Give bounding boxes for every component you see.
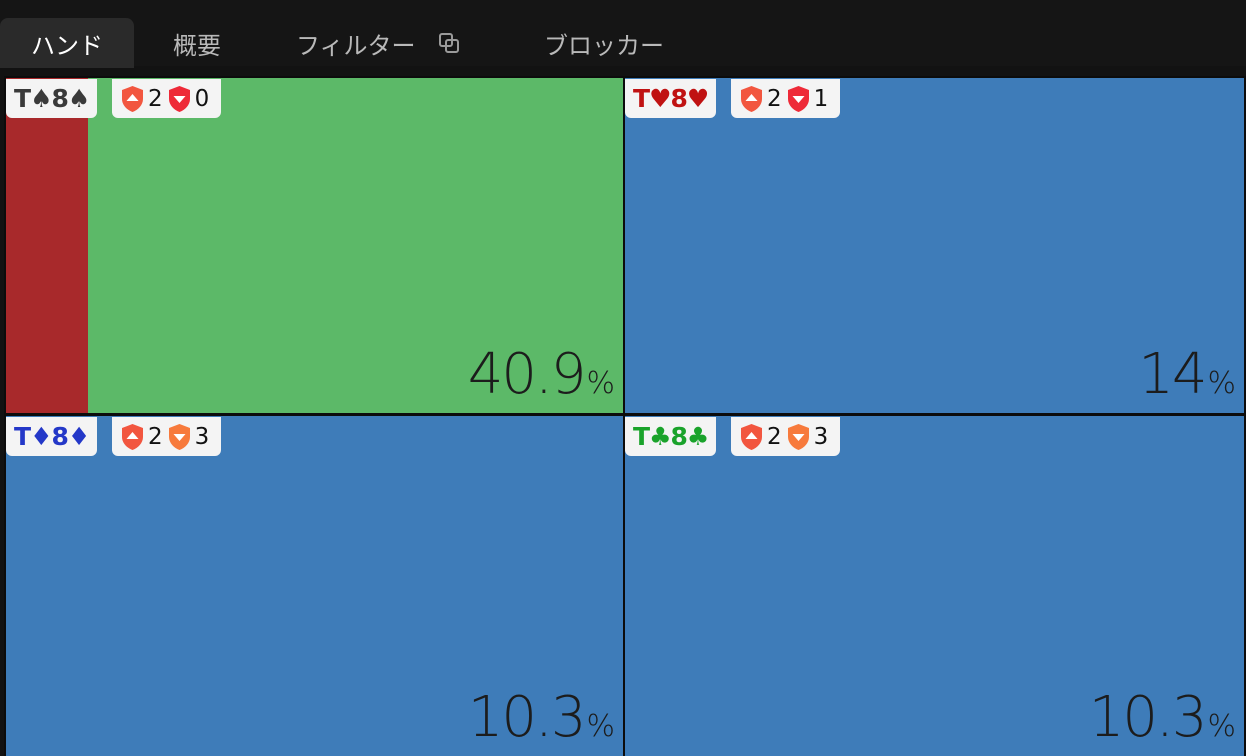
diamond-suit-icon: ♦	[30, 422, 52, 451]
heart-suit-icon: ♥	[649, 84, 671, 113]
rank-2: 8	[670, 84, 687, 113]
blockers-down-count: 3	[194, 423, 210, 450]
percent-value: 14	[1138, 342, 1207, 407]
blockers-up-count: 2	[767, 423, 782, 450]
percent-unit: %	[586, 366, 615, 401]
tab-filter[interactable]: フィルター	[296, 18, 460, 68]
rank-2: 8	[670, 422, 687, 451]
strategy-segment-blue	[6, 416, 623, 756]
rank-2: 8	[51, 422, 68, 451]
shield-up-icon	[120, 423, 145, 451]
percent-value: 40.9	[467, 342, 587, 407]
tab-blocker[interactable]: ブロッカー	[544, 18, 664, 68]
shield-up-icon	[739, 85, 764, 113]
rank-1: T	[633, 422, 650, 451]
blockers-up-count: 2	[767, 85, 782, 112]
diamond-suit-icon: ♦	[67, 422, 90, 451]
rank-2: 8	[51, 84, 68, 113]
tab-overview[interactable]: 概要	[173, 18, 221, 68]
blockers-down-count: 3	[813, 423, 829, 450]
percent-value: 10.3	[1088, 685, 1208, 750]
tab-hand[interactable]: ハンド	[0, 18, 134, 68]
shield-down-icon	[167, 423, 192, 451]
rank-1: T	[14, 422, 31, 451]
strategy-segment-red	[6, 78, 93, 413]
tab-filter-label: フィルター	[296, 31, 416, 60]
frequency-percent: 40.9%	[468, 342, 615, 407]
shield-up-icon	[739, 423, 764, 451]
percent-unit: %	[586, 709, 615, 744]
percent-unit: %	[1207, 366, 1236, 401]
strategy-segment-blue	[625, 416, 1244, 756]
copy-icon[interactable]	[438, 32, 460, 54]
rank-1: T	[633, 84, 650, 113]
hand-label: T ♥ 8 ♥	[625, 79, 717, 118]
rank-1: T	[14, 84, 31, 113]
frequency-percent: 10.3%	[1089, 685, 1236, 750]
frequency-percent: 14%	[1138, 342, 1236, 407]
tab-overview-label: 概要	[173, 31, 221, 60]
hand-label: T ♣ 8 ♣	[625, 417, 717, 456]
shield-down-icon	[786, 423, 811, 451]
percent-value: 10.3	[467, 685, 587, 750]
strategy-segment-blue	[625, 78, 1244, 413]
shield-down-icon	[786, 85, 811, 113]
blockers-up-count: 2	[148, 423, 163, 450]
hand-label: T ♦ 8 ♦	[6, 417, 98, 456]
blockers-down-count: 0	[194, 85, 210, 112]
blockers-up-count: 2	[148, 85, 163, 112]
heart-suit-icon: ♥	[686, 84, 709, 113]
blockers-down-count: 1	[813, 85, 829, 112]
tab-hand-label: ハンド	[31, 31, 103, 60]
tab-bar: ハンド 概要 フィルター ブロッカー	[0, 0, 1246, 68]
percent-unit: %	[1207, 709, 1236, 744]
frequency-percent: 10.3%	[468, 685, 615, 750]
shield-up-icon	[120, 85, 145, 113]
spade-suit-icon: ♠	[67, 84, 90, 113]
spade-suit-icon: ♠	[30, 84, 52, 113]
shield-down-icon	[167, 85, 192, 113]
strategy-segment-green	[88, 78, 623, 413]
club-suit-icon: ♣	[686, 422, 709, 451]
hand-label: T ♠ 8 ♠	[6, 79, 98, 118]
tab-blocker-label: ブロッカー	[544, 31, 664, 60]
club-suit-icon: ♣	[649, 422, 671, 451]
